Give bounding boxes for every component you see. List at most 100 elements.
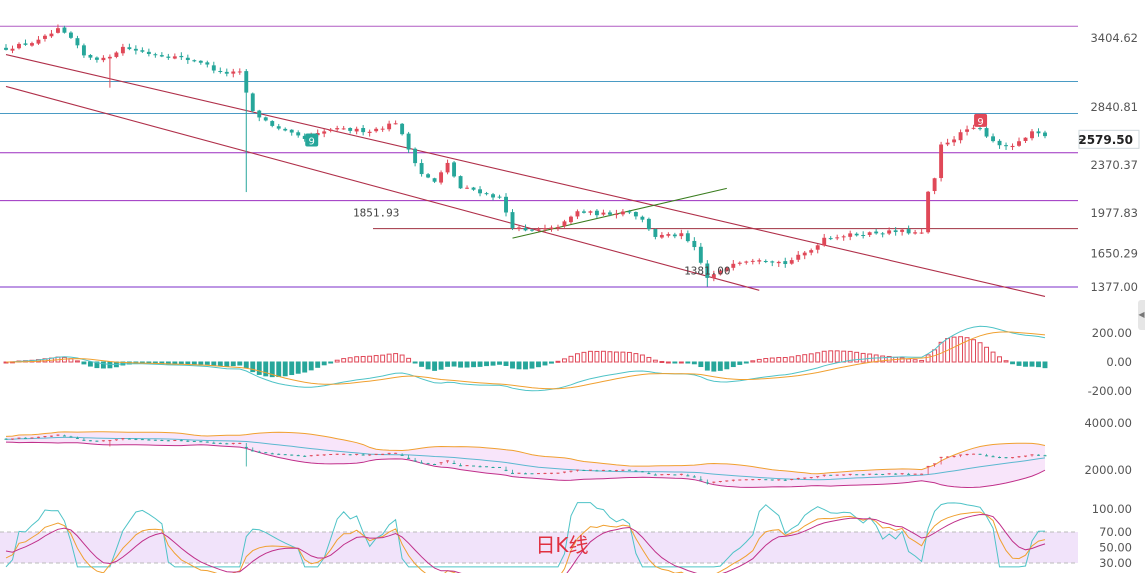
candle-body	[809, 250, 814, 253]
candle-body	[1010, 145, 1015, 148]
candle-body	[23, 43, 28, 45]
macd-histogram-bar	[568, 355, 574, 363]
macd-histogram-bar	[1003, 360, 1009, 363]
candle-body	[692, 240, 697, 248]
macd-histogram-bar	[587, 350, 593, 363]
candle-body	[335, 128, 340, 130]
macd-histogram-bar	[360, 355, 366, 363]
macd-histogram-bar	[289, 361, 295, 376]
macd-histogram-bar	[698, 361, 704, 368]
candle-body	[237, 71, 242, 73]
macd-dif-line	[5, 325, 1046, 392]
candle-body	[724, 267, 729, 271]
candle-body	[802, 252, 807, 256]
macd-histogram-bar	[704, 361, 710, 371]
main-y-tick-label: 1650.29	[1090, 246, 1138, 260]
macd-histogram-bar	[984, 346, 990, 363]
scroll-right-handle[interactable]: ◀	[1138, 300, 1145, 330]
macd-histogram-bar	[990, 351, 996, 363]
candle-body	[497, 196, 502, 198]
macd-histogram-bar	[730, 361, 736, 368]
candle-body	[10, 48, 15, 51]
macd-histogram-bar	[562, 358, 567, 363]
macd-histogram-bar	[600, 350, 606, 363]
macd-histogram-bar	[828, 350, 834, 363]
candle-body	[594, 210, 599, 216]
candle-body	[348, 128, 353, 131]
macd-histogram-bar	[555, 360, 561, 363]
candle-body	[380, 128, 385, 130]
td-sequential-label: 9	[977, 117, 983, 128]
candle-body	[971, 127, 976, 129]
candle-body	[367, 131, 372, 133]
candle-body	[854, 233, 859, 236]
macd-histogram-bar	[906, 358, 912, 363]
candle-body	[484, 193, 489, 195]
candle-body	[607, 212, 612, 215]
candle-body	[127, 47, 132, 50]
candle-body	[543, 228, 547, 230]
macd-histogram-bar	[81, 361, 87, 365]
candle-body	[432, 178, 437, 182]
boll-y-tick-label: 2000.00	[1084, 463, 1132, 477]
candle-body	[614, 213, 619, 216]
candle-body	[30, 43, 34, 46]
macd-histogram-bar	[594, 350, 600, 363]
candle-body	[796, 254, 801, 260]
macd-histogram-bar	[185, 361, 191, 365]
candle-body	[296, 132, 301, 136]
macd-histogram-bar	[1023, 361, 1028, 367]
candle-body	[562, 221, 567, 227]
candle-body	[328, 129, 333, 132]
candle-body	[770, 261, 775, 263]
macd-histogram-bar	[484, 361, 489, 367]
candle-body	[523, 228, 528, 231]
macd-histogram-bar	[328, 361, 334, 364]
macd-y-tick-label: 0.00	[1106, 355, 1132, 369]
macd-histogram-bar	[399, 354, 405, 363]
candle-body	[744, 261, 749, 263]
boll-band-fill	[6, 431, 1045, 488]
macd-histogram-bar	[263, 361, 269, 377]
macd-histogram-bar	[269, 361, 275, 378]
macd-histogram-bar	[1042, 361, 1048, 369]
macd-dea-line	[6, 331, 1046, 390]
td-sequential-badge	[305, 133, 319, 147]
macd-histogram-bar	[899, 357, 905, 363]
main-y-tick-label: 2370.37	[1090, 158, 1138, 172]
kdj-y-tick-label: 50.00	[1099, 541, 1132, 555]
macd-histogram-bar	[217, 361, 223, 367]
candle-body	[465, 187, 470, 189]
macd-y-tick-label: 200.00	[1092, 326, 1132, 340]
candle-body	[848, 233, 853, 237]
macd-histogram-bar	[529, 361, 535, 369]
candle-body	[283, 128, 288, 131]
candle-body	[685, 233, 690, 242]
candle-body	[94, 57, 99, 60]
macd-histogram-bar	[256, 361, 262, 375]
macd-histogram-bar	[958, 336, 964, 363]
candle-body	[978, 128, 983, 130]
macd-histogram-bar	[536, 361, 541, 368]
candle-body	[413, 148, 418, 164]
kdj-y-tick-label: 100.00	[1092, 502, 1132, 516]
macd-histogram-bar	[912, 359, 918, 363]
macd-histogram-bar	[87, 361, 93, 367]
candle-body	[244, 71, 249, 93]
macd-histogram-bar	[243, 361, 249, 369]
macd-histogram-bar	[847, 350, 853, 363]
kdj-j-line	[5, 502, 1046, 568]
macd-histogram-bar	[230, 361, 236, 367]
macd-histogram-bar	[315, 361, 321, 368]
candle-body	[783, 261, 788, 265]
candle-body	[737, 262, 742, 264]
macd-histogram-bar	[308, 361, 314, 371]
candle-body	[991, 136, 995, 142]
candle-body	[198, 60, 203, 63]
macd-histogram-bar	[607, 351, 613, 363]
macd-histogram-bar	[724, 361, 730, 370]
macd-histogram-bar	[880, 355, 886, 363]
main-y-tick-label: 1977.83	[1090, 206, 1138, 220]
